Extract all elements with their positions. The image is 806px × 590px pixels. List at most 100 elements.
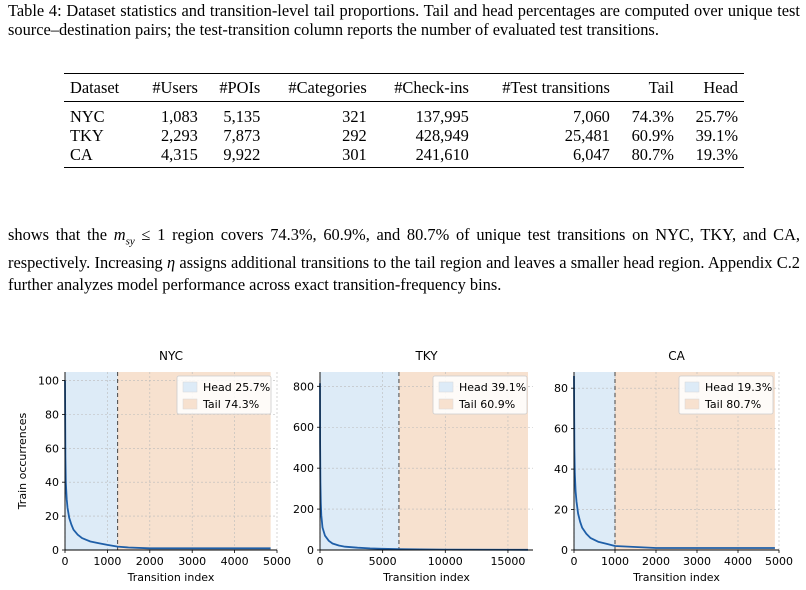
occurrence-curve: [573, 375, 775, 549]
head-legend-swatch: [182, 381, 198, 393]
head-legend-label: Head 39.1%: [459, 381, 526, 394]
table-cell: CA: [64, 145, 137, 168]
y-tick-label: 800: [293, 380, 314, 393]
table-caption: Table 4: Dataset statistics and transiti…: [8, 1, 800, 39]
x-tick-label: 5000: [263, 555, 291, 568]
x-tick-label: 2000: [642, 555, 670, 568]
x-tick-label: 15000: [490, 555, 525, 568]
x-axis-label: Transition index: [127, 571, 215, 584]
tail-legend-swatch: [438, 398, 454, 410]
x-tick-label: 3000: [683, 555, 711, 568]
y-tick-label: 20: [554, 504, 568, 517]
chart-title: TKY: [414, 349, 438, 363]
table-cell: 74.3%: [631, 107, 674, 126]
head-legend-swatch: [684, 381, 700, 393]
x-tick-label: 4000: [724, 555, 752, 568]
header-categories: #Categories: [266, 73, 373, 102]
header-users: #Users: [136, 73, 204, 102]
header-dataset: Dataset: [64, 73, 137, 102]
chart-title: CA: [668, 349, 685, 363]
math-eta: η: [167, 253, 176, 273]
x-axis-label: Transition index: [632, 571, 720, 584]
tail-legend-label: Tail 60.9%: [458, 398, 515, 411]
y-tick-label: 0: [561, 544, 568, 557]
header-tail: Tail: [615, 73, 680, 102]
table-cell: 19.3%: [679, 145, 744, 168]
legend-box: [432, 375, 528, 415]
legend-box: [678, 375, 774, 415]
header-head: Head: [679, 73, 744, 102]
head-legend-label: Head 19.3%: [705, 381, 772, 394]
table-cell: NYC: [70, 107, 105, 126]
table-cell: 241,610: [372, 145, 475, 168]
caption-text: Table 4: Dataset statistics and transiti…: [8, 1, 800, 39]
body-paragraph: shows that the msy ≤ 1 region covers 74.…: [8, 224, 800, 296]
chart-panel-nyc: 0 1000 2000 3000 4000 5000 0 20 40 60 80 100 NYC Tran…: [16, 349, 291, 584]
y-tick-label: 20: [45, 510, 59, 523]
paragraph-part-1: shows that the: [8, 225, 114, 244]
y-tick-label: 80: [45, 408, 59, 421]
header-pois: #POIs: [203, 73, 267, 102]
table-cell: 5,135: [223, 107, 261, 126]
paragraph-part-3: assigns additional transitions to the ta…: [8, 253, 800, 295]
table-cell: 39.1%: [695, 126, 738, 145]
x-tick-label: 5000: [765, 555, 793, 568]
table-cell: 80.7%: [615, 145, 680, 168]
head-legend-swatch: [438, 381, 454, 393]
table-cell: 4,315: [136, 145, 204, 168]
chart-panel-tky: 0 5000 10000 15000 0 200 400 600 800 TKY Transitio…: [293, 349, 533, 584]
x-tick-label: 1000: [93, 555, 121, 568]
table-cell: 1,083: [160, 107, 198, 126]
y-tick-label: 80: [554, 382, 568, 395]
table-cell: 60.9%: [631, 126, 674, 145]
x-tick-label: 5000: [369, 555, 397, 568]
dataset-statistics-table: Dataset #Users #POIs #Categories #Check-…: [64, 73, 744, 168]
y-tick-label: 0: [307, 544, 314, 557]
y-tick-label: 100: [38, 374, 59, 387]
table-cell: 2,293: [160, 126, 198, 145]
table-row: NYC 1,083 5,135 321 137,995 7,060 74.3% …: [64, 102, 744, 127]
header-checkins: #Check-ins: [372, 73, 475, 102]
occurrence-curve: [64, 380, 271, 550]
tail-legend-label: Tail 80.7%: [704, 398, 761, 411]
x-tick-label: 10000: [428, 555, 463, 568]
y-tick-label: 60: [45, 442, 59, 455]
head-legend-label: Head 25.7%: [203, 381, 270, 394]
y-tick-label: 400: [293, 462, 314, 475]
head-region: [65, 372, 118, 550]
table-cell: TKY: [70, 126, 104, 145]
y-tick-label: 600: [293, 421, 314, 434]
table-cell: 6,047: [474, 145, 616, 168]
occurrence-curve: [319, 383, 529, 551]
x-tick-label: 3000: [178, 555, 206, 568]
table-cell: 137,995: [415, 107, 469, 126]
table-cell: 301: [266, 145, 373, 168]
table-cell: 7,873: [223, 126, 261, 145]
math-m-sy: msy: [113, 225, 135, 248]
x-axis-label: Transition index: [382, 571, 470, 584]
tail-legend-swatch: [182, 398, 198, 410]
x-tick-label: 4000: [221, 555, 249, 568]
legend: Head 25.7% Tail 74.3%: [176, 375, 272, 415]
table-cell: 25,481: [564, 126, 610, 145]
tail-head-figure: 0 1000 2000 3000 4000 5000020406080100NYCTran…: [16, 349, 793, 584]
table-cell: 321: [342, 107, 367, 126]
paragraph-text: shows that the msy ≤ 1 region covers 74.…: [8, 224, 800, 296]
y-tick-label: 40: [45, 476, 59, 489]
math-relation: ≤ 1: [134, 225, 166, 244]
table-cell: 9,922: [203, 145, 267, 168]
paragraph-part-2: region covers 74.3%, 60.9%, and 80.7% of…: [8, 225, 801, 273]
y-tick-label: 60: [554, 423, 568, 436]
x-tick-label: 0: [571, 555, 578, 568]
y-tick-label: 200: [293, 503, 314, 516]
y-tick-label: 40: [554, 463, 568, 476]
head-region: [320, 372, 399, 550]
head-region: [574, 372, 615, 550]
x-tick-label: 2000: [136, 555, 164, 568]
x-tick-label: 0: [62, 555, 69, 568]
table-row: TKY 2,293 7,873 292 428,949 25,481 60.9%…: [64, 126, 744, 145]
legend-box: [176, 375, 272, 415]
chart-panel-ca: 0 1000 2000 3000 4000 5000 0 20 40 60 80 CA Transiti…: [554, 349, 793, 584]
table-header-row: Dataset #Users #POIs #Categories #Check-…: [64, 73, 744, 102]
tail-legend-label: Tail 74.3%: [202, 398, 259, 411]
